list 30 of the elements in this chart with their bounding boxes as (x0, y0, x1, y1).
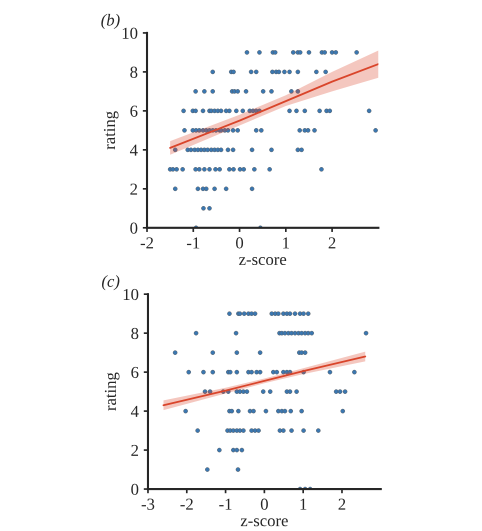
y-tick-label: 4 (130, 406, 139, 417)
x-tick-label: 2 (338, 498, 346, 510)
x-axis-title: z-score (239, 257, 286, 266)
y-axis-title: rating (104, 372, 120, 411)
x-tick-label: -3 (142, 498, 154, 510)
text: (b) (101, 14, 120, 30)
x-tick-label: -1 (186, 237, 200, 248)
x-tick-label: 0 (260, 498, 268, 510)
y-tick-label: 10 (124, 288, 138, 300)
x-tick-label: 2 (328, 237, 336, 248)
y-tick-label: 0 (131, 484, 138, 495)
x-tick-label: -2 (180, 498, 193, 510)
x-tick-label: -1 (219, 498, 232, 510)
y-tick-label: 8 (130, 66, 138, 78)
x-axis-title: z-score (240, 518, 288, 526)
y-tick-label: 8 (131, 328, 138, 340)
y-tick-label: 0 (130, 222, 138, 234)
x-tick-label: 1 (283, 237, 289, 248)
x-tick-label: 0 (236, 237, 244, 249)
y-tick-label: 2 (131, 444, 138, 456)
y-tick-label: 6 (130, 106, 138, 117)
y-axis-title: rating (104, 111, 119, 150)
y-tick-label: 6 (131, 366, 138, 378)
x-tick-label: -2 (140, 237, 154, 248)
y-tick-label: 10 (122, 28, 138, 39)
x-tick-label: 1 (300, 498, 306, 510)
y-tick-label: 2 (130, 184, 138, 195)
line-series (169, 63, 378, 149)
y-tick-label: 4 (130, 144, 138, 156)
text: (c) (102, 275, 120, 290)
